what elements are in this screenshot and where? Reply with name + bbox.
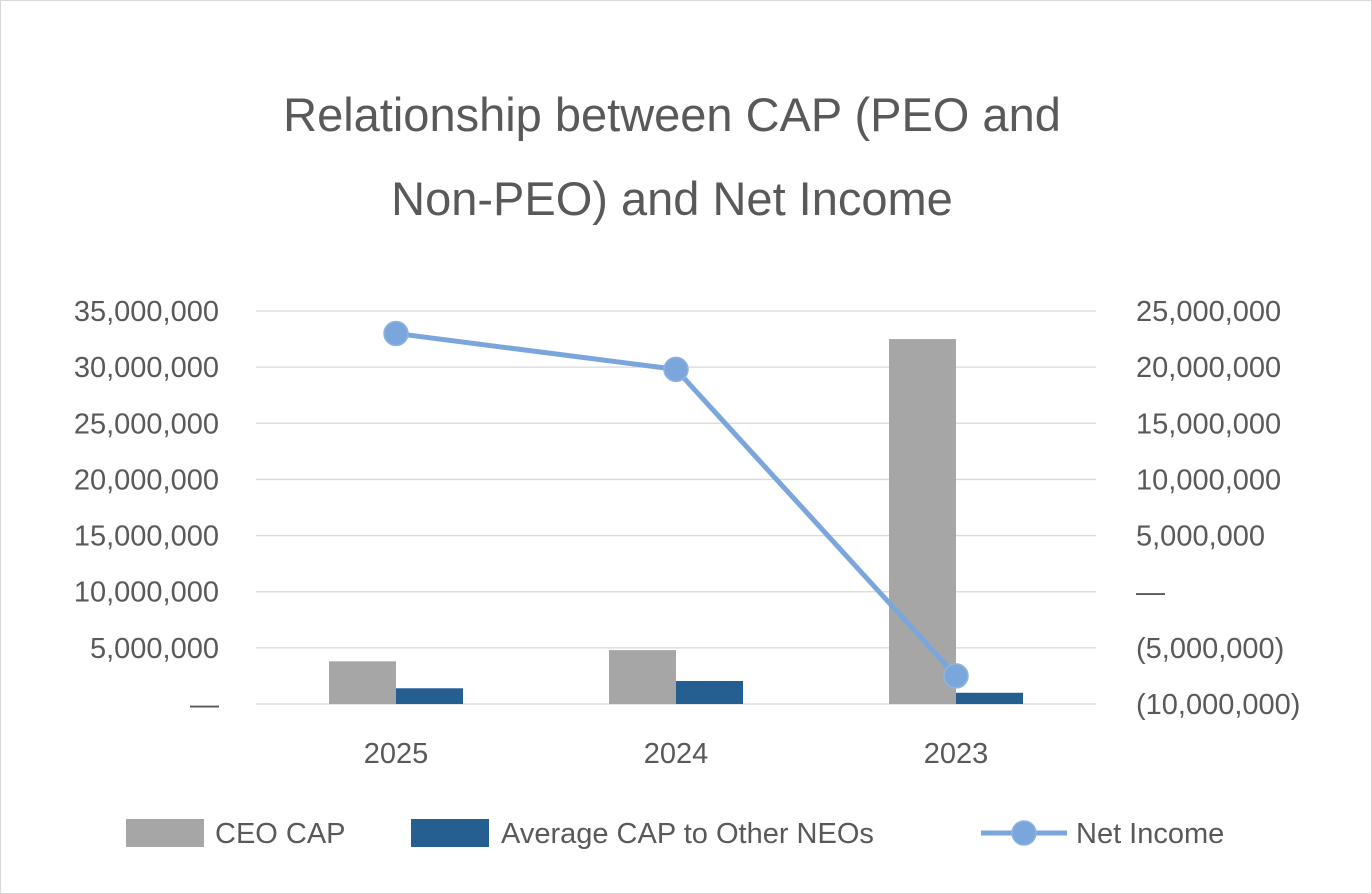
bar-ceo-cap [609,650,676,704]
right-axis-tick-label: 25,000,000 [1136,296,1281,328]
left-axis-tick-label: — [190,689,219,721]
legend-swatch-average-cap [411,819,489,847]
chart-title-line-1: Relationship between CAP (PEO and [283,88,1061,141]
legend-label-net-income: Net Income [1076,818,1224,850]
left-axis-tick-label: 20,000,000 [74,464,219,496]
x-axis-tick-label: 2023 [924,738,989,770]
x-axis-tick-label: 2024 [644,738,709,770]
left-axis-tick-label: 10,000,000 [74,577,219,609]
right-axis-tick-label: 15,000,000 [1136,408,1281,440]
chart-title-line-2: Non-PEO) and Net Income [391,172,953,225]
bar-average-cap-to-other-neos [396,688,463,704]
bar-ceo-cap [329,661,396,704]
x-axis-tick-label: 2025 [364,738,429,770]
left-axis-tick-label: 35,000,000 [74,296,219,328]
point-net-income [663,356,689,383]
chart-title: Relationship between CAP (PEO and Non-PE… [1,73,1343,241]
legend-marker-net-income [1011,820,1037,846]
left-axis-tick-label: 30,000,000 [74,352,219,384]
left-axis-tick-label: 25,000,000 [74,408,219,440]
bar-average-cap-to-other-neos [676,680,743,704]
right-axis-tick-label: 20,000,000 [1136,352,1281,384]
left-axis-tick-label: 5,000,000 [90,633,219,665]
legend-swatch-ceo-cap [126,819,204,847]
left-axis-tick-label: 15,000,000 [74,521,219,553]
bar-average-cap-to-other-neos [956,692,1023,704]
right-axis-tick-label: 10,000,000 [1136,464,1281,496]
legend-label-average-cap: Average CAP to Other NEOs [501,818,874,850]
right-axis-tick-label: (10,000,000) [1136,689,1300,721]
bar-ceo-cap [889,339,956,704]
right-axis-tick-label: 5,000,000 [1136,521,1265,553]
point-net-income [383,320,409,347]
line-net-income [395,330,958,678]
point-net-income [943,663,969,689]
right-axis-tick-label: (5,000,000) [1136,633,1284,665]
legend-label-ceo-cap: CEO CAP [215,818,346,850]
right-axis-tick-label: — [1136,577,1165,609]
